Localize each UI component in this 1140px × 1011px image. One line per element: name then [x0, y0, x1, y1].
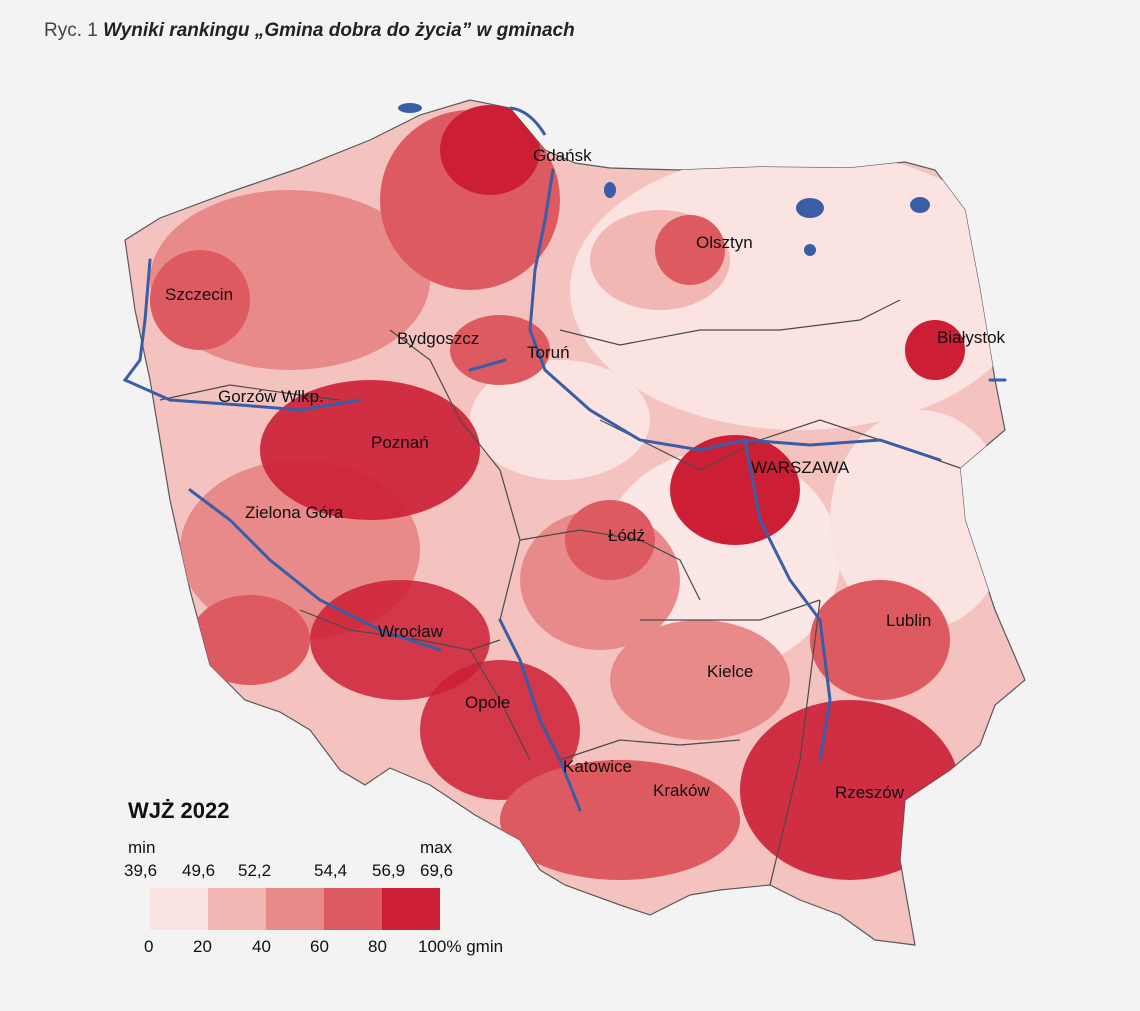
city-label-kielce: Kielce — [707, 662, 753, 681]
city-label-poznan: Poznań — [371, 433, 429, 452]
legend-min-label: min — [128, 838, 156, 857]
legend-title: WJŻ 2022 — [128, 798, 230, 823]
figure-caption: Ryc. 1 Wyniki rankingu „Gmina dobra do ż… — [44, 20, 575, 42]
legend-percentile: 100% gmin — [418, 937, 504, 956]
figure-title: Wyniki rankingu „Gmina dobra do życia” w… — [103, 20, 575, 41]
legend-max-label: max — [420, 838, 453, 857]
city-label-opole: Opole — [465, 693, 510, 712]
coastline — [509, 106, 547, 136]
legend-threshold: 52,2 — [238, 861, 272, 880]
city-label-lublin: Lublin — [886, 611, 931, 630]
city-label-wroclaw: Wrocław — [378, 622, 444, 641]
legend-swatch — [150, 888, 208, 930]
legend-swatch — [266, 888, 324, 930]
city-label-bydgoszcz: Bydgoszcz — [397, 329, 479, 348]
legend-threshold: 69,6 — [420, 861, 454, 880]
city-label-olsztyn: Olsztyn — [696, 233, 753, 252]
city-label-krakow: Kraków — [653, 781, 710, 800]
legend-threshold: 49,6 — [182, 861, 216, 880]
lakes — [398, 103, 930, 256]
rivers — [122, 168, 1007, 812]
city-label-zielona-gora: Zielona Góra — [245, 503, 344, 522]
city-labels: Gdańsk Olsztyn Szczecin Bydgoszcz Toruń … — [165, 146, 1006, 802]
city-label-gdansk: Gdańsk — [533, 146, 592, 165]
legend-threshold: 56,9 — [372, 861, 406, 880]
city-label-torun: Toruń — [527, 343, 570, 362]
legend-percentile: 20 — [193, 937, 212, 956]
figure-label: Ryc. 1 — [44, 20, 98, 41]
legend-percentile: 40 — [252, 937, 271, 956]
legend-threshold: 39,6 — [124, 861, 158, 880]
legend-percentile: 80 — [368, 937, 387, 956]
city-label-gorzow: Gorzów Wlkp. — [218, 387, 324, 406]
legend-swatch — [382, 888, 440, 930]
legend-percentile: 60 — [310, 937, 329, 956]
city-label-szczecin: Szczecin — [165, 285, 233, 304]
city-label-bialystok: Białystok — [937, 328, 1006, 347]
legend-swatch — [324, 888, 382, 930]
city-label-rzeszow: Rzeszów — [835, 783, 905, 802]
legend-swatch — [208, 888, 266, 930]
choropleth-layer — [150, 105, 1025, 880]
legend-threshold: 54,4 — [314, 861, 348, 880]
city-label-katowice: Katowice — [563, 757, 632, 776]
city-label-warszawa: WARSZAWA — [751, 458, 850, 477]
legend-percentile: 0 — [144, 937, 154, 956]
city-label-lodz: Łódź — [608, 526, 645, 545]
